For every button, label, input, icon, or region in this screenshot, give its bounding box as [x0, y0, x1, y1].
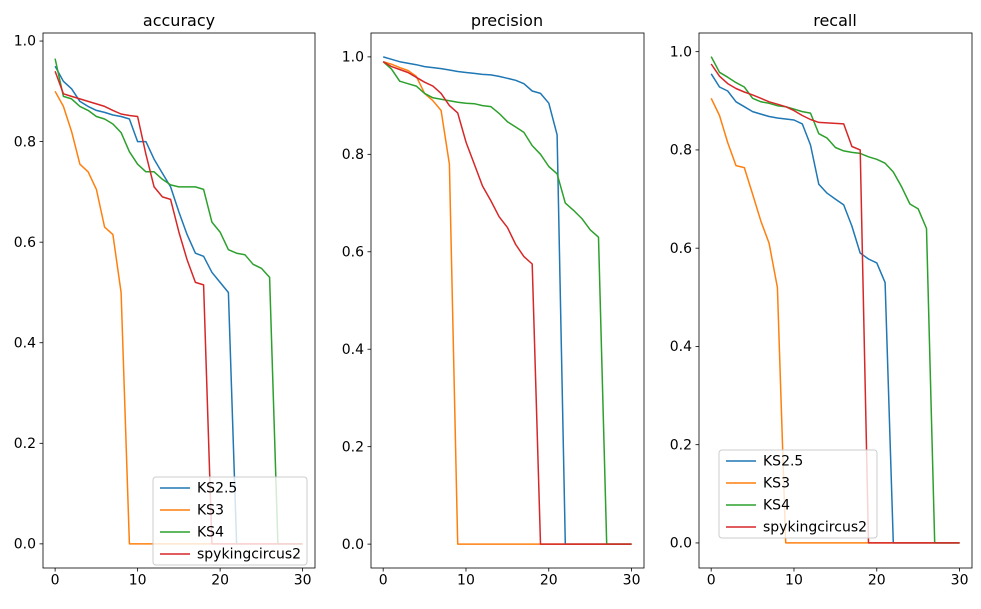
subplot-recall-title: recall: [813, 11, 857, 30]
series-line-KS4: [382, 61, 632, 545]
x-tick-label: 20: [211, 573, 229, 589]
series-line-KS2.5: [382, 56, 632, 545]
series-line-spykingcircus2: [54, 70, 303, 545]
y-tick-label: 0.8: [342, 147, 364, 163]
legend-label-KS3: KS3: [763, 476, 790, 492]
x-tick-label: 10: [785, 573, 803, 589]
x-tick-label: 0: [707, 573, 716, 589]
legend-label-KS4: KS4: [763, 498, 790, 514]
series-line-KS4: [54, 58, 303, 545]
y-tick-label: 0.4: [670, 339, 692, 355]
legend-label-KS2.5: KS2.5: [763, 454, 803, 470]
series-line-KS4: [710, 56, 960, 544]
legend-box: [718, 449, 878, 539]
y-tick-label: 0.6: [670, 241, 692, 257]
y-tick-label: 0.8: [670, 143, 692, 159]
x-tick-label: 10: [129, 573, 147, 589]
subplot-recall-plot-area: 0 10 20 30 0.0 0.2 0.4 0.6 0.8 1.0 KS2.5 KS3 KS4 spyk…: [670, 32, 973, 589]
series-line-KS3: [382, 60, 632, 545]
y-tick-label: 0.0: [342, 537, 364, 553]
y-tick-label: 0.0: [670, 536, 692, 552]
series-line-spykingcircus2: [382, 61, 632, 545]
y-tick-label: 0.6: [14, 235, 36, 251]
y-tick-label: 0.2: [342, 439, 364, 455]
subplot-precision-plot-area: 0 10 20 30 0.0 0.2 0.4 0.6 0.8 1.0: [342, 32, 645, 589]
y-tick-label: 1.0: [342, 50, 364, 66]
y-tick-label: 1.0: [670, 44, 692, 60]
y-tick-label: 0.2: [670, 437, 692, 453]
series-line-KS2.5: [54, 65, 303, 545]
x-tick-label: 30: [951, 573, 969, 589]
legend-label-KS3: KS3: [197, 503, 224, 519]
y-tick-label: 0.0: [14, 537, 36, 553]
axes-spines: [698, 32, 973, 569]
subplot-recall: recall 0 10 20 30 0.0 0.2 0.4 0.6 0.8 1.0 KS2.5 KS3…: [670, 11, 973, 589]
x-tick-label: 0: [51, 573, 60, 589]
y-tick-label: 0.6: [342, 244, 364, 260]
series-line-spykingcircus2: [710, 63, 960, 544]
y-tick-label: 0.2: [14, 436, 36, 452]
subplot-accuracy-plot-area: 0 10 20 30 0.0 0.2 0.4 0.6 0.8 1.0 KS2.5 KS3 KS4 spyk…: [14, 32, 316, 589]
x-tick-label: 30: [623, 573, 641, 589]
legend-label-KS2.5: KS2.5: [197, 481, 237, 497]
x-tick-label: 30: [294, 573, 312, 589]
subplot-precision-title: precision: [471, 11, 543, 30]
x-tick-label: 0: [379, 573, 388, 589]
y-tick-label: 0.8: [14, 134, 36, 150]
axes-spines: [370, 32, 645, 569]
y-tick-label: 1.0: [14, 34, 36, 50]
x-tick-label: 10: [457, 573, 475, 589]
legend-label-spykingcircus2: spykingcircus2: [763, 520, 867, 536]
y-tick-label: 0.4: [342, 342, 364, 358]
subplot-precision: precision 0 10 20 30 0.0 0.2 0.4 0.6 0.8 1.0: [342, 11, 645, 589]
subplot-accuracy: accuracy 0 10 20 30 0.0 0.2 0.4 0.6 0.8 1.0 KS2.5 K…: [14, 11, 316, 589]
legend-label-spykingcircus2: spykingcircus2: [197, 547, 301, 563]
legend-label-KS4: KS4: [197, 525, 224, 541]
series-line-KS3: [54, 90, 303, 545]
x-tick-label: 20: [868, 573, 886, 589]
legend-box: [152, 476, 308, 566]
y-tick-label: 0.4: [14, 335, 36, 351]
axes-spines: [42, 32, 316, 569]
x-tick-label: 20: [540, 573, 558, 589]
subplot-accuracy-title: accuracy: [143, 11, 215, 30]
